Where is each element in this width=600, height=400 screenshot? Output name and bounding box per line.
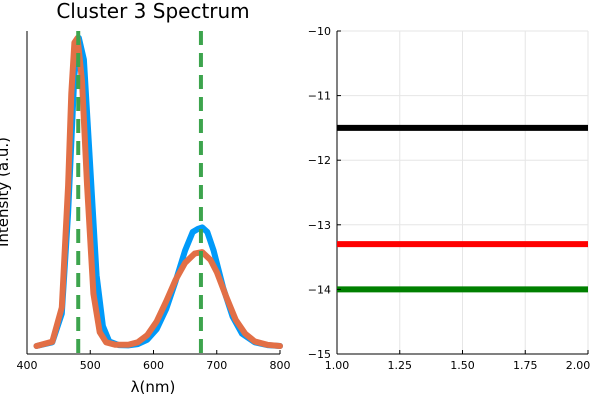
right-x-ticks: 1.00 1.25 1.50 1.75 2.00 (325, 350, 591, 372)
x-tick-label: 2.00 (566, 359, 591, 372)
x-tick-label: 1.50 (450, 359, 475, 372)
chart-title: Cluster 3 Spectrum (56, 0, 249, 23)
x-tick-label: 700 (206, 359, 227, 372)
y-tick-label: −13 (308, 219, 331, 232)
left-series-group (33, 31, 283, 354)
x-tick-label: 500 (80, 359, 101, 372)
left-plot-panel: Cluster 3 Spectrum 400 500 600 700 800 λ(nm)… (0, 0, 291, 396)
right-series-group (337, 124, 588, 293)
y-tick-label: −12 (308, 154, 331, 167)
x-tick-label: 1.75 (513, 359, 538, 372)
y-axis-label: Intensity (a.u.) (0, 137, 12, 247)
right-grid (336, 30, 589, 355)
x-tick-label: 600 (143, 359, 164, 372)
left-x-ticks: 400 500 600 700 800 (17, 350, 291, 372)
x-tick-label: 1.00 (325, 359, 350, 372)
x-axis-label: λ(nm) (131, 378, 176, 396)
y-tick-label: −10 (308, 25, 331, 38)
right-y-ticks: −15 −14 −13 −12 −11 −10 (308, 25, 341, 361)
x-tick-label: 400 (17, 359, 38, 372)
y-tick-label: −15 (308, 348, 331, 361)
x-tick-label: 800 (270, 359, 291, 372)
spectrum-line-2 (33, 35, 283, 349)
x-tick-label: 1.25 (388, 359, 413, 372)
y-tick-label: −14 (308, 283, 331, 296)
right-plot-panel: 1.00 1.25 1.50 1.75 2.00 −15 −14 −13 −12 −11 −10 (308, 25, 590, 372)
y-tick-label: −11 (308, 90, 331, 103)
